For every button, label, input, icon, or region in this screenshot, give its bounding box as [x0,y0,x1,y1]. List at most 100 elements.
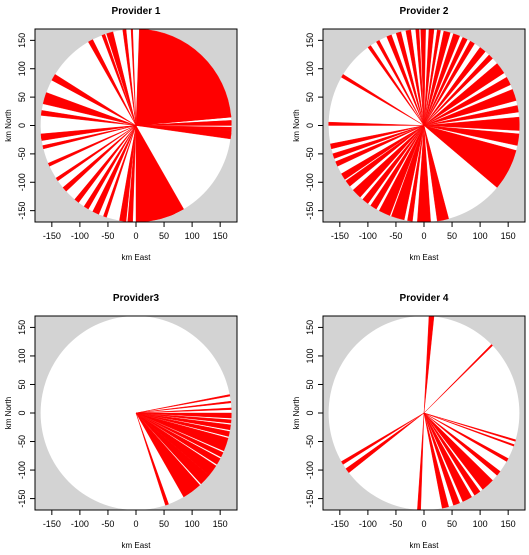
x-tick-label: 0 [421,519,426,529]
sector-7 [423,63,505,126]
plot-title: Provider 4 [400,293,449,304]
sector-33 [345,125,425,187]
sector-14 [83,125,137,210]
sector-28 [122,29,137,126]
sector-11 [135,412,232,419]
y-tick-label: -50 [17,147,27,160]
y-tick-label: 100 [17,348,27,363]
x-tick-label: 100 [185,519,200,529]
x-tick-label: -150 [43,231,61,241]
x-tick-label: -100 [359,519,377,529]
sector-13 [345,412,425,474]
y-tick-label: -150 [17,490,27,508]
x-tick-label: -50 [101,519,114,529]
sector-6 [423,76,511,126]
sector-28 [391,125,425,221]
x-tick-label: 0 [133,519,138,529]
y-axis-label: km North [4,109,13,141]
x-axis-label: km East [410,541,440,550]
sector-3 [423,116,520,131]
plot-area [328,316,520,510]
x-tick-label: -50 [389,231,402,241]
x-tick-label: 150 [501,231,516,241]
y-tick-label: -150 [305,202,315,220]
sector-12 [423,33,460,126]
y-tick-label: 150 [305,33,315,48]
sector-11 [423,412,449,509]
y-axis-label: km North [292,109,301,141]
sector-14 [423,29,441,126]
plot-area [40,316,232,510]
x-axis-label: km East [410,253,440,262]
plot-panel-1: -150 -100 -50 0 50 100 150 -150 -100 -50 0 50 100 150… [4,6,238,262]
y-tick-label: 0 [17,123,27,128]
plot-title: Provider 2 [400,6,449,17]
y-tick-label: -150 [17,202,27,220]
x-tick-label: 50 [447,231,457,241]
y-tick-label: 50 [17,379,27,389]
sector-25 [88,39,137,126]
sector-29 [378,125,425,216]
sector-14 [135,394,231,414]
plot-area [40,29,232,222]
sector-24 [51,74,137,126]
x-tick-label: 150 [213,519,228,529]
sector-26 [101,34,137,126]
y-tick-label: -100 [305,173,315,191]
x-tick-label: 50 [447,519,457,529]
sector-5 [135,120,232,126]
x-tick-label: 150 [213,231,228,241]
sector-22 [40,110,137,126]
sector-5 [423,89,517,126]
sector-6 [135,412,224,458]
sector-18 [47,125,137,167]
sector-4 [423,412,515,447]
sector-6 [423,412,501,476]
sector-11 [119,125,137,222]
x-tick-label: 50 [159,231,169,241]
sector-34 [341,125,425,180]
y-tick-label: -50 [17,435,27,448]
sector-32 [352,125,425,198]
y-tick-label: -50 [305,147,315,160]
sector-8 [135,412,230,437]
sector-10 [135,412,232,424]
sector-5 [423,412,509,462]
sector-15 [74,125,137,203]
sector-21 [40,125,137,141]
y-tick-label: 150 [17,320,27,335]
sector-1 [135,412,169,506]
plot-panel-4: -150 -100 -50 0 50 100 150 -150 -100 -50 0 50 100 150… [292,293,526,550]
plot-panel-3: -150 -100 -50 0 50 100 150 -150 -100 -50 0 50 100 150… [4,293,238,550]
sector-9 [135,412,231,431]
y-axis-label: km North [292,397,301,429]
sector-7 [135,29,232,126]
x-tick-label: 150 [501,519,516,529]
y-tick-label: 100 [305,61,315,76]
y-tick-label: -150 [305,490,315,508]
plot-area [328,29,520,222]
y-tick-label: 0 [305,410,315,415]
sector-25 [423,125,445,222]
sector-19 [42,125,137,150]
sector-3 [423,412,516,442]
sector-7 [135,412,229,452]
sector-7 [423,412,493,490]
x-tick-label: 100 [185,231,200,241]
sector-13 [423,30,451,126]
sector-11 [423,37,468,126]
plot-title: Provider3 [113,293,160,304]
y-tick-label: 100 [305,348,315,363]
sector-2 [135,412,201,498]
y-axis-label: km North [4,397,13,429]
sector-8 [423,412,481,496]
x-tick-label: 0 [133,231,138,241]
x-tick-label: -100 [71,231,89,241]
y-tick-label: -50 [305,435,315,448]
y-tick-label: 150 [17,33,27,48]
x-axis-label: km East [122,541,152,550]
x-tick-label: -100 [359,231,377,241]
sector-30 [370,125,425,210]
